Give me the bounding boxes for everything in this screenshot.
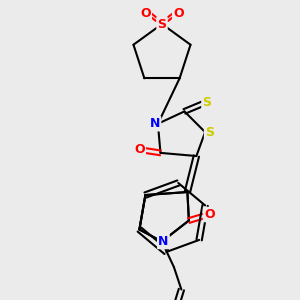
Text: S: S — [205, 126, 214, 139]
Text: S: S — [158, 17, 166, 31]
Text: N: N — [150, 117, 160, 130]
Text: S: S — [202, 96, 211, 109]
Text: O: O — [173, 7, 184, 20]
Text: O: O — [204, 208, 214, 221]
Text: N: N — [158, 235, 169, 248]
Text: O: O — [134, 143, 145, 156]
Text: O: O — [140, 7, 151, 20]
